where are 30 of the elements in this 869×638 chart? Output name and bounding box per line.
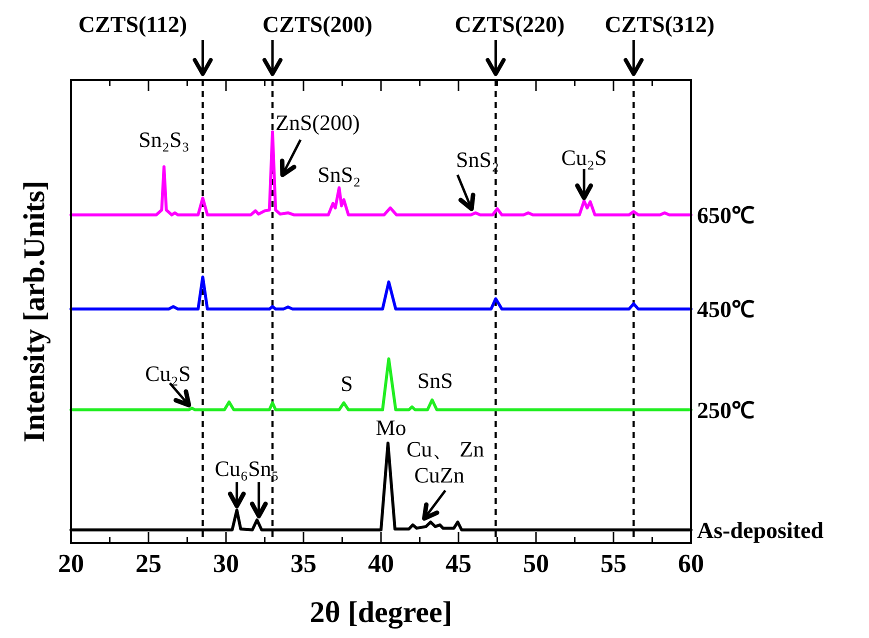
annotation: SnS₂ <box>456 146 500 172</box>
series-label: As-deposited <box>697 518 824 543</box>
x-axis-title: 2θ [degree] <box>310 596 452 629</box>
annotation: Cu₆Sn₅ <box>214 456 279 482</box>
ref-line-label: CZTS(312) <box>604 12 715 37</box>
annotation: Sn₂S₃ <box>138 126 190 152</box>
annotation: Cu₂S <box>145 361 191 386</box>
x-tick-label: 55 <box>600 549 626 578</box>
x-tick-label: 45 <box>446 549 472 578</box>
ref-line-label: CZTS(200) <box>262 12 372 37</box>
x-tick-label: 20 <box>58 549 84 578</box>
ref-line-label: CZTS(220) <box>454 12 565 37</box>
y-axis-title: Intensity [arb.Units] <box>18 180 51 442</box>
annotation: Mo <box>376 415 406 440</box>
annotation: SnS <box>417 368 453 393</box>
x-tick-label: 50 <box>523 549 549 578</box>
annotation: S <box>340 370 353 396</box>
annotation: SnS₂ <box>318 162 361 187</box>
annotation: Cu₂S <box>561 144 607 170</box>
x-tick-label: 35 <box>290 549 316 578</box>
ref-line-label: CZTS(112) <box>78 12 188 37</box>
series-label: 650℃ <box>697 202 754 228</box>
annotation: Cu、 Zn CuZn <box>406 436 484 488</box>
x-tick-label: 40 <box>368 549 394 578</box>
series-label: 250℃ <box>697 398 754 423</box>
annotation: ZnS(200) <box>276 110 360 135</box>
x-tick-label: 60 <box>678 549 704 578</box>
x-tick-label: 30 <box>213 549 239 578</box>
x-tick-label: 25 <box>136 549 162 578</box>
series-label: 450℃ <box>697 297 754 322</box>
